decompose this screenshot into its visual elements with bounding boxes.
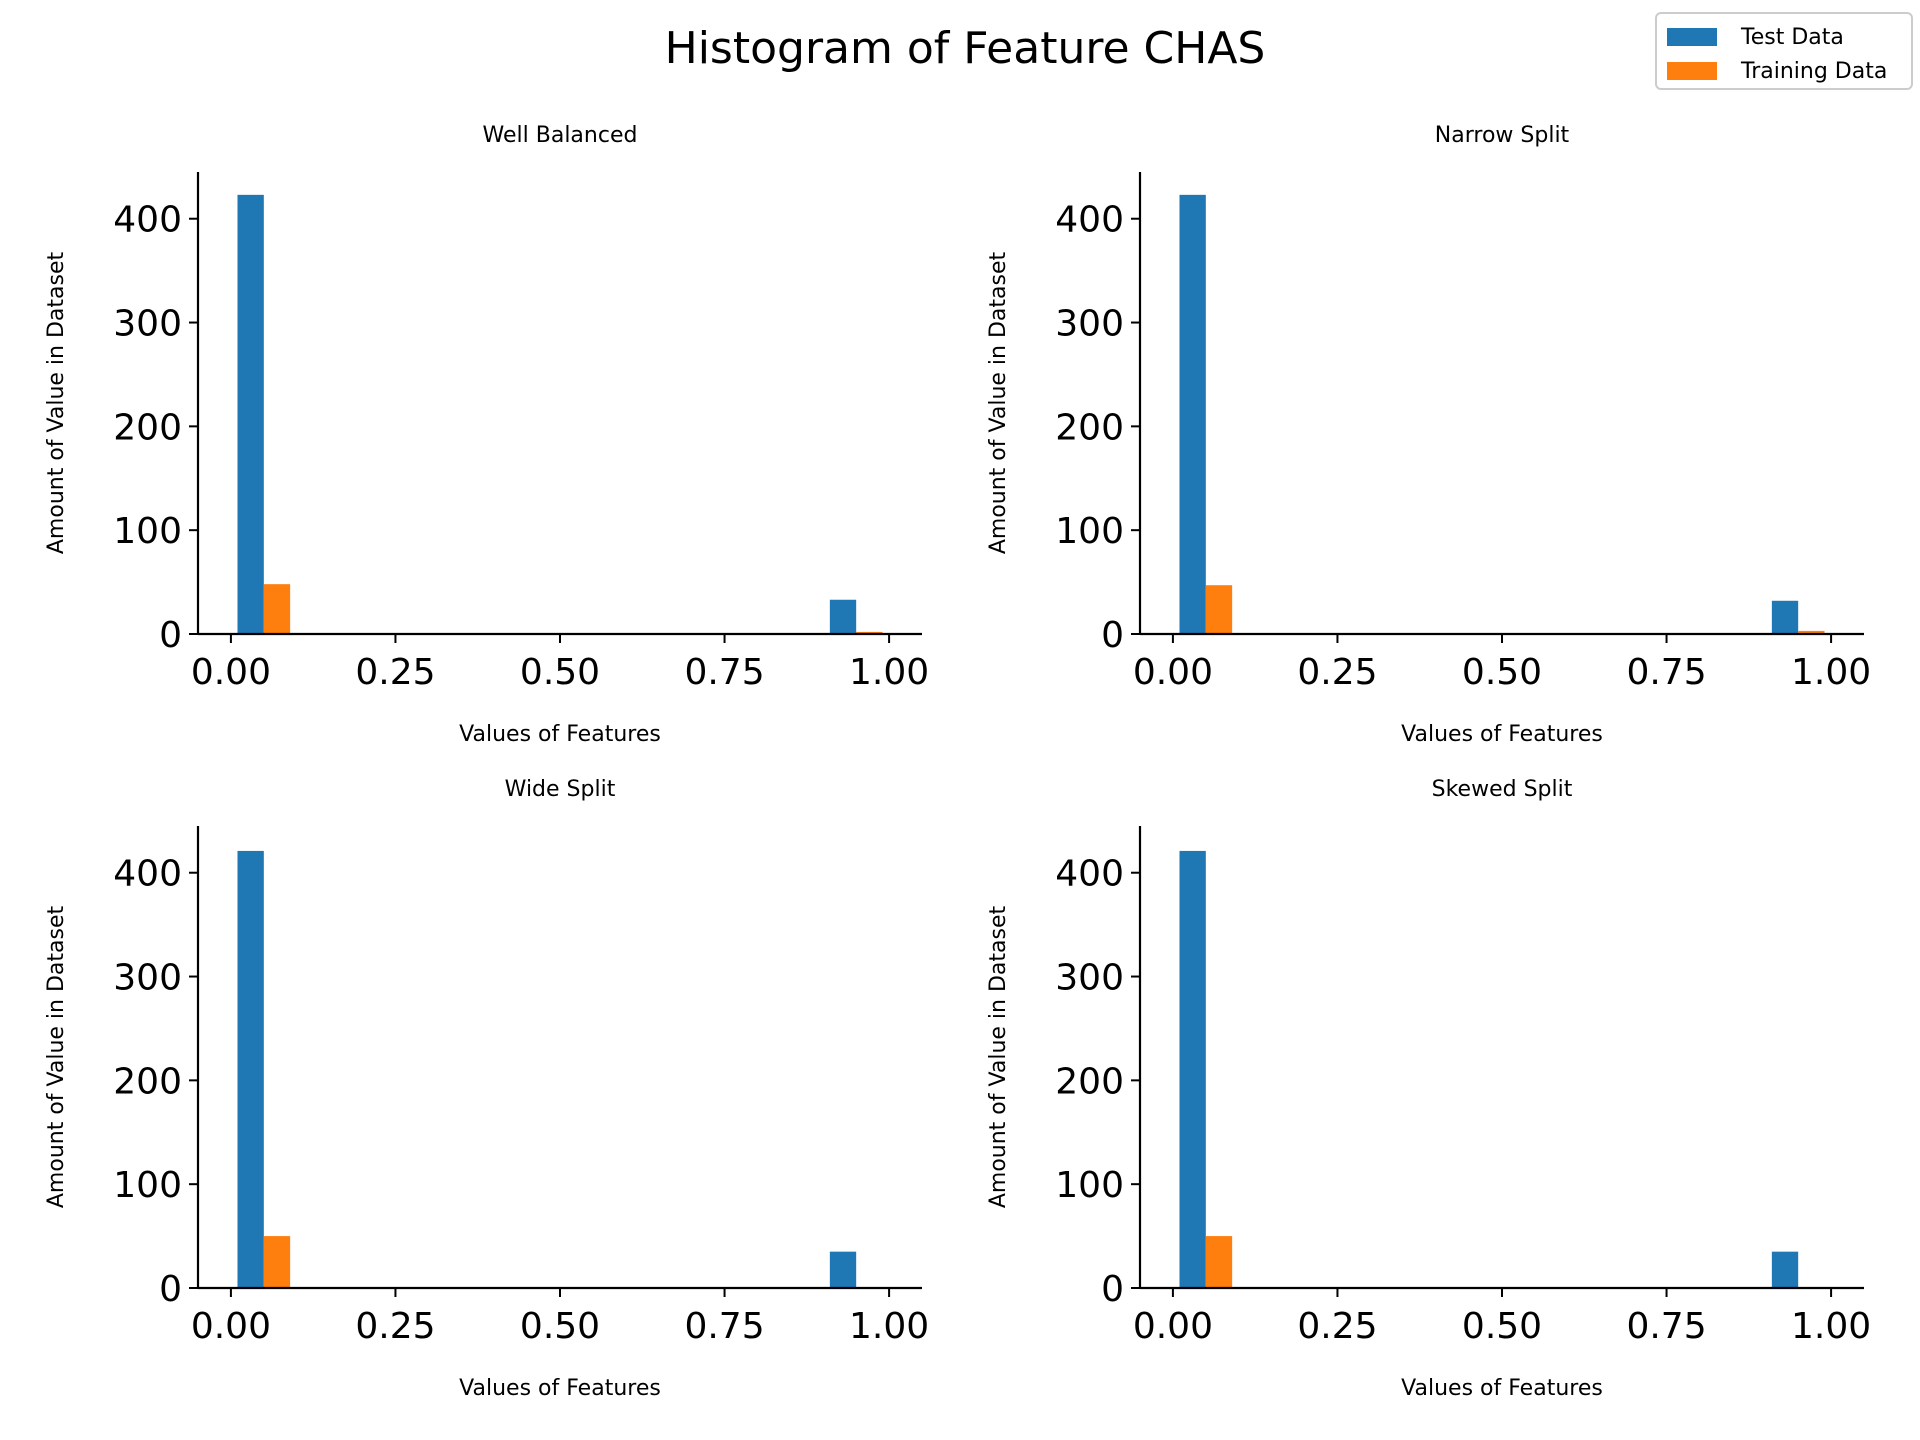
y-tick-label: 300 (113, 958, 182, 999)
bar-training-1 (1205, 1236, 1233, 1288)
bar-training-1 (263, 1236, 291, 1288)
y-tick-label: 300 (1055, 304, 1124, 345)
x-tick-label: 0.75 (1626, 652, 1706, 693)
y-tick-label: 400 (113, 200, 182, 241)
y-tick-label: 100 (113, 1165, 182, 1206)
subplot-2: 0 100 200 300 400 0.00 0.25 0.50 0.75 1.00 Narrow … (986, 123, 1871, 747)
x-tick-label: 1.00 (849, 1306, 929, 1347)
x-tick-label: 0.50 (1462, 652, 1542, 693)
y-axis-label: Amount of Value in Dataset (986, 252, 1011, 555)
bar-test-2 (829, 599, 857, 634)
x-tick-label: 1.00 (849, 652, 929, 693)
subplot-4: 0 100 200 300 400 0.00 0.25 0.50 0.75 1.00 Skewed … (986, 777, 1871, 1401)
bar-test-2 (1771, 1251, 1799, 1288)
subplot-title: Well Balanced (483, 123, 638, 148)
bar-training-1 (263, 584, 291, 634)
y-tick-label: 400 (1055, 854, 1124, 895)
y-tick-label: 0 (159, 615, 182, 656)
figure-title: Histogram of Feature CHAS (665, 23, 1266, 74)
y-tick-label: 100 (1055, 1165, 1124, 1206)
subplot-1: 0 100 200 300 400 0.00 0.25 0.50 0.75 1.00 Well Ba… (44, 123, 929, 747)
bar-training-1 (1205, 585, 1233, 634)
x-tick-label: 0.00 (1133, 652, 1213, 693)
x-axis-label: Values of Features (1401, 1376, 1603, 1401)
bar-test-1 (237, 850, 264, 1288)
x-tick-label: 0.25 (1297, 1306, 1377, 1347)
x-tick-label: 0.75 (1626, 1306, 1706, 1347)
x-tick-label: 0.50 (520, 1306, 600, 1347)
x-tick-label: 1.00 (1791, 652, 1871, 693)
y-tick-label: 200 (1055, 1061, 1124, 1102)
bar-test-1 (1179, 850, 1206, 1288)
bar-test-1 (237, 194, 264, 634)
y-tick-label: 100 (113, 511, 182, 552)
legend-swatch-test (1667, 28, 1717, 46)
bar-test-2 (829, 1251, 857, 1288)
x-axis-label: Values of Features (1401, 722, 1603, 747)
x-tick-label: 0.25 (355, 1306, 435, 1347)
legend: Test Data Training Data (1655, 12, 1913, 90)
x-tick-label: 0.25 (355, 652, 435, 693)
bar-training-2 (1798, 630, 1825, 634)
x-tick-label: 0.25 (1297, 652, 1377, 693)
legend-item-test: Test Data (1667, 22, 1844, 52)
y-tick-label: 100 (1055, 511, 1124, 552)
x-tick-label: 0.50 (1462, 1306, 1542, 1347)
x-tick-label: 0.00 (191, 1306, 271, 1347)
y-tick-label: 0 (1101, 1269, 1124, 1310)
y-axis-label: Amount of Value in Dataset (44, 906, 69, 1209)
y-tick-label: 200 (113, 407, 182, 448)
subplot-title: Narrow Split (1435, 123, 1570, 148)
subplot-title: Wide Split (505, 777, 616, 802)
subplot-3: 0 100 200 300 400 0.00 0.25 0.50 0.75 1.00 Wide Sp… (44, 777, 929, 1401)
legend-label-training: Training Data (1741, 58, 1888, 84)
y-tick-label: 0 (1101, 615, 1124, 656)
y-tick-label: 400 (113, 854, 182, 895)
x-tick-label: 0.00 (191, 652, 271, 693)
x-tick-label: 0.50 (520, 652, 600, 693)
x-axis-label: Values of Features (459, 1376, 661, 1401)
y-tick-label: 300 (1055, 958, 1124, 999)
x-tick-label: 0.75 (684, 652, 764, 693)
y-axis-label: Amount of Value in Dataset (986, 906, 1011, 1209)
x-tick-label: 0.75 (684, 1306, 764, 1347)
subplot-title: Skewed Split (1432, 777, 1573, 802)
x-axis-label: Values of Features (459, 722, 661, 747)
y-tick-label: 200 (113, 1061, 182, 1102)
y-tick-label: 400 (1055, 200, 1124, 241)
y-tick-label: 200 (1055, 407, 1124, 448)
y-tick-label: 0 (159, 1269, 182, 1310)
legend-swatch-training (1667, 62, 1717, 80)
x-tick-label: 1.00 (1791, 1306, 1871, 1347)
legend-item-training: Training Data (1667, 56, 1887, 86)
bar-test-2 (1771, 600, 1799, 634)
legend-label-test: Test Data (1741, 24, 1844, 50)
y-tick-label: 300 (113, 304, 182, 345)
x-tick-label: 0.00 (1133, 1306, 1213, 1347)
y-axis-label: Amount of Value in Dataset (44, 252, 69, 555)
bar-test-1 (1179, 194, 1206, 634)
